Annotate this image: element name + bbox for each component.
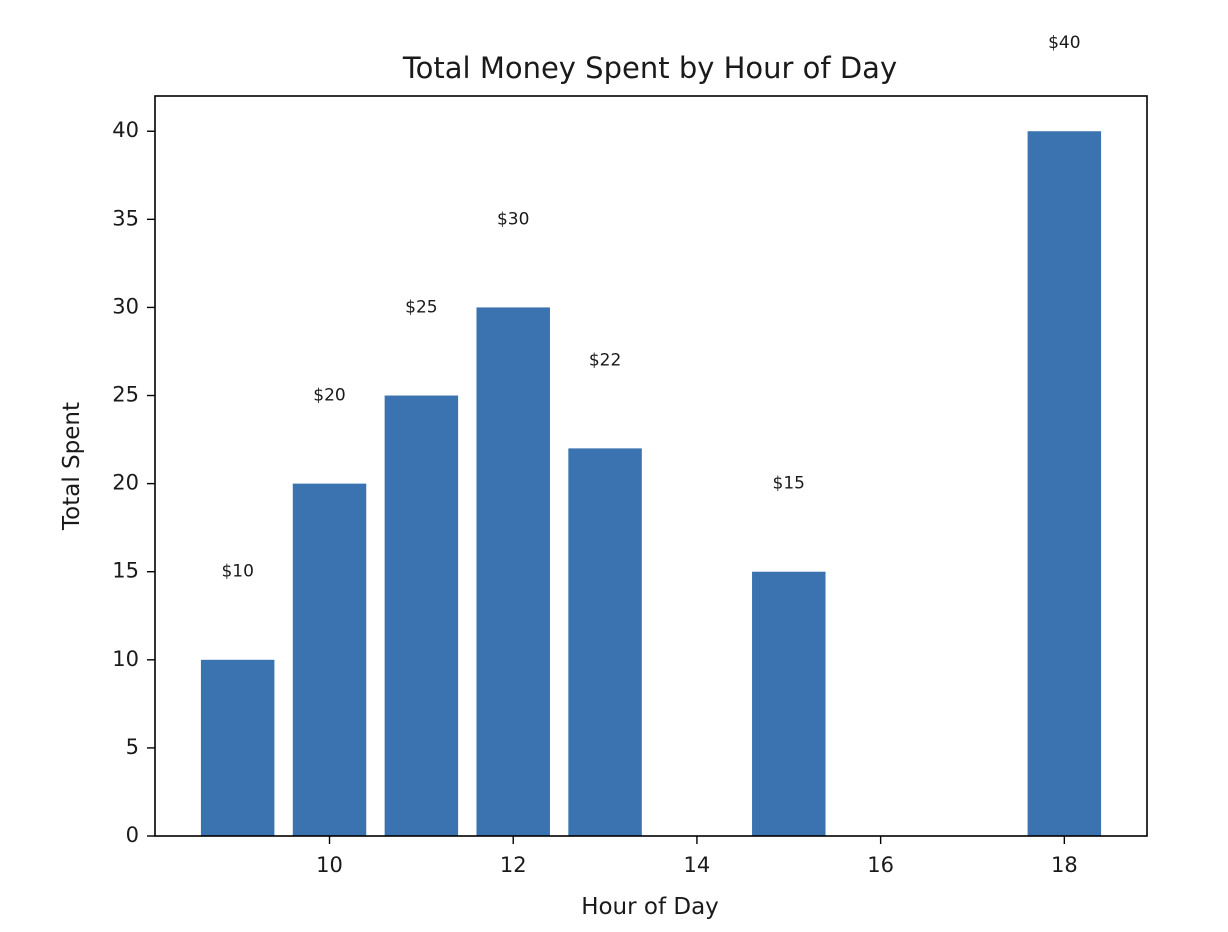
data-label-hour-18: $40 (1048, 33, 1080, 53)
bar-hour-11 (384, 395, 459, 836)
data-label-hour-9: $10 (221, 562, 253, 582)
y-tick-label: 30 (112, 294, 139, 318)
data-label-hour-10: $20 (313, 386, 345, 406)
y-axis: 0 5 10 15 20 25 30 35 40 (112, 118, 155, 847)
y-tick-label: 15 (112, 559, 139, 583)
bar-hour-18 (1027, 131, 1102, 836)
y-tick-label: 20 (112, 471, 139, 495)
y-axis-label: Total Spent (59, 402, 85, 531)
data-label-hour-15: $15 (773, 474, 805, 494)
data-label-hour-13: $22 (589, 350, 621, 370)
y-tick-label: 0 (126, 823, 139, 847)
data-label-hour-11: $25 (405, 297, 437, 317)
x-tick-label: 10 (316, 853, 343, 877)
bar-hour-15 (752, 571, 826, 836)
y-tick-label: 10 (112, 647, 139, 671)
x-tick-label: 12 (500, 853, 527, 877)
chart-title: Total Money Spent by Hour of Day (402, 51, 897, 85)
y-tick-label: 35 (112, 206, 139, 230)
x-axis: 10 12 14 16 18 (316, 836, 1078, 877)
bar-hour-12 (476, 307, 550, 836)
x-tick-label: 14 (684, 853, 711, 877)
bar-hour-9 (200, 659, 275, 836)
x-tick-label: 16 (867, 853, 894, 877)
data-label-hour-12: $30 (497, 209, 529, 229)
x-tick-label: 18 (1051, 853, 1078, 877)
y-tick-label: 25 (112, 383, 139, 407)
data-labels-layer: $10 $20 $25 $30 $22 $15 $40 (221, 33, 1080, 582)
y-tick-label: 40 (112, 118, 139, 142)
plot-area-frame (154, 95, 1148, 837)
bar-hour-13 (568, 448, 642, 836)
bars-layer (200, 131, 1102, 836)
y-tick-label: 5 (126, 735, 139, 759)
bar-hour-10 (292, 483, 367, 836)
x-axis-label: Hour of Day (581, 894, 719, 920)
